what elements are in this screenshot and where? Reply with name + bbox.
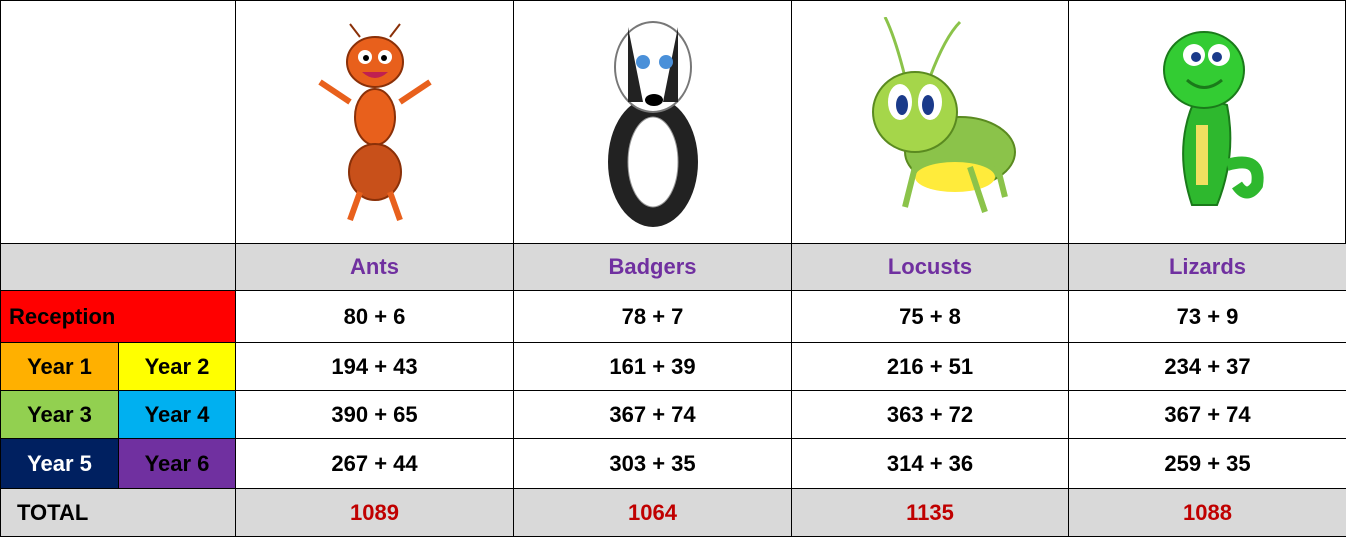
year-label: Year 2 (118, 342, 236, 391)
image-cell (791, 0, 1069, 244)
year-label: Year 3 (0, 390, 119, 439)
total-value: 1064 (513, 488, 792, 537)
team-header: Lizards (1068, 243, 1346, 291)
score-cell: 259 + 35 (1068, 438, 1346, 489)
lizard-image (1142, 15, 1272, 230)
score-cell: 234 + 37 (1068, 342, 1346, 391)
total-value: 1135 (791, 488, 1069, 537)
ant-image (310, 22, 440, 222)
score-cell: 161 + 39 (513, 342, 792, 391)
score-cell: 75 + 8 (791, 290, 1069, 343)
badger-image (598, 12, 708, 232)
score-cell: 363 + 72 (791, 390, 1069, 439)
score-cell: 78 + 7 (513, 290, 792, 343)
year-label: Year 4 (118, 390, 236, 439)
year-label: Reception (0, 290, 236, 343)
year-label: Year 6 (118, 438, 236, 489)
locust-image (835, 17, 1025, 227)
score-cell: 216 + 51 (791, 342, 1069, 391)
total-value: 1088 (1068, 488, 1346, 537)
score-cell: 267 + 44 (235, 438, 514, 489)
table: AntsBadgersLocustsLizards Reception80 + 6… (0, 0, 1346, 536)
year-label: Year 1 (0, 342, 119, 391)
score-cell: 314 + 36 (791, 438, 1069, 489)
score-cell: 367 + 74 (1068, 390, 1346, 439)
team-header: Ants (235, 243, 514, 291)
score-cell: 80 + 6 (235, 290, 514, 343)
score-cell: 73 + 9 (1068, 290, 1346, 343)
score-cell: 303 + 35 (513, 438, 792, 489)
image-cell (513, 0, 792, 244)
score-cell: 367 + 74 (513, 390, 792, 439)
total-label: TOTAL (0, 488, 236, 537)
image-cell (235, 0, 514, 244)
team-header: Badgers (513, 243, 792, 291)
year-label: Year 5 (0, 438, 119, 489)
score-cell: 390 + 65 (235, 390, 514, 439)
header-cell (0, 243, 236, 291)
score-cell: 194 + 43 (235, 342, 514, 391)
empty-cell (0, 0, 236, 244)
total-value: 1089 (235, 488, 514, 537)
team-header: Locusts (791, 243, 1069, 291)
image-cell (1068, 0, 1346, 244)
